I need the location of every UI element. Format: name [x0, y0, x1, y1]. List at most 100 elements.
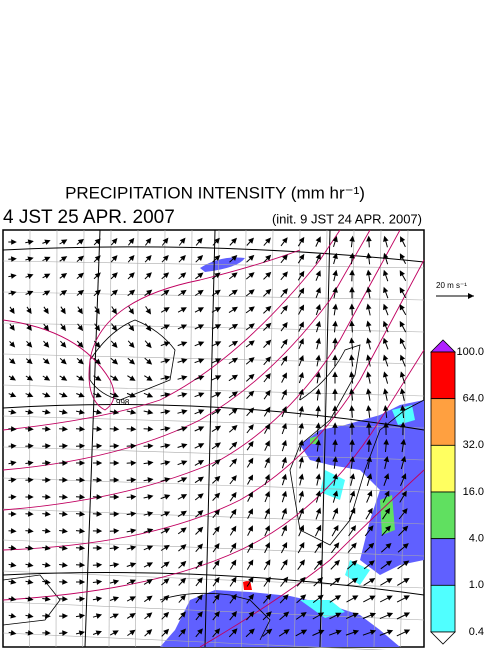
wind-vector: [8, 426, 17, 432]
wind-vector: [194, 375, 205, 381]
wind-vector: [8, 256, 17, 262]
wind-vector: [383, 235, 389, 248]
wind-vector: [245, 289, 255, 297]
wind-vector: [399, 354, 406, 367]
wind-vector: [315, 490, 322, 503]
wind-vector: [177, 375, 188, 381]
wind-vector: [59, 528, 68, 534]
wind-vector: [59, 273, 68, 279]
wind-vector: [229, 576, 237, 587]
wind-vector: [43, 323, 49, 332]
wind-vector: [246, 611, 255, 621]
wind-vector: [143, 562, 153, 568]
wind-vector: [110, 289, 118, 297]
wind-vector: [298, 388, 304, 401]
wind-vector: [92, 477, 103, 483]
wind-vector: [109, 392, 119, 398]
wind-vector: [93, 392, 102, 398]
wind-vector: [76, 340, 84, 348]
wind-vector: [228, 424, 238, 433]
wind-vector: [263, 356, 272, 366]
wind-vector: [246, 407, 255, 417]
wind-vector: [144, 595, 153, 603]
wind-vector: [332, 507, 339, 520]
wind-vector: [346, 577, 359, 587]
wind-vector: [383, 404, 389, 418]
wind-vector: [366, 269, 372, 282]
wind-vector: [229, 611, 237, 621]
wind-vector: [8, 375, 16, 381]
wind-vector: [212, 559, 220, 570]
wind-vector: [178, 237, 186, 246]
wind-vector: [315, 270, 321, 281]
colorbar-label: 100.0: [456, 346, 484, 358]
wind-vector: [177, 494, 188, 500]
wind-vector: [281, 456, 287, 469]
wind-vector: [42, 460, 51, 466]
wind-vector: [264, 507, 270, 520]
wind-vector: [143, 460, 154, 466]
wind-vector: [315, 507, 322, 520]
graticule-line: [267, 229, 274, 648]
wind-vector: [109, 460, 120, 466]
wind-vector: [229, 559, 237, 570]
wind-vector: [25, 358, 33, 365]
graticule-line: [2, 477, 425, 493]
wind-vector: [298, 405, 304, 418]
wind-vector: [42, 494, 51, 500]
wind-vector: [212, 492, 221, 501]
wind-vector: [42, 630, 51, 636]
wind-vector: [298, 371, 304, 384]
colorbar-swatch: [430, 538, 456, 586]
wind-vector: [194, 476, 204, 484]
wind-vector: [128, 237, 135, 246]
wind-vector: [178, 254, 186, 263]
colorbar-label: 16.0: [463, 486, 484, 498]
colorbar-label: 32.0: [463, 439, 484, 451]
wind-vector: [8, 443, 17, 449]
wind-vector: [110, 340, 118, 348]
wind-vector: [178, 560, 187, 569]
wind-vector: [59, 426, 69, 432]
wind-vector: [332, 456, 338, 469]
wind-vector: [380, 560, 393, 570]
wind-vector: [399, 270, 407, 282]
wind-vector: [315, 337, 321, 350]
wind-vector: [93, 238, 101, 246]
wind-vector: [329, 612, 342, 620]
wind-vector: [25, 443, 34, 449]
colorbar-swatch: [430, 491, 456, 540]
wind-vector: [109, 613, 119, 619]
wind-vector: [366, 371, 372, 384]
wind-vector: [177, 341, 188, 347]
wind-vector: [399, 490, 407, 503]
wind-vector: [366, 252, 372, 265]
wind-vector: [76, 238, 84, 245]
wind-vector: [228, 272, 238, 280]
wind-vector: [212, 593, 220, 604]
wind-vector: [246, 237, 254, 246]
wind-vector: [297, 270, 305, 281]
wind-vector: [228, 391, 238, 399]
wind-vector: [229, 237, 237, 246]
colorbar-over: [430, 339, 456, 353]
wind-vector: [126, 528, 137, 534]
colorbar-swatch: [430, 444, 456, 493]
wind-vector: [8, 511, 17, 517]
wind-vector: [25, 511, 34, 517]
wind-vector: [194, 409, 205, 415]
graticule-line: [2, 632, 387, 650]
wind-vector: [383, 438, 389, 453]
wind-vector: [126, 443, 137, 449]
wind-vector: [93, 272, 101, 280]
wind-vector: [247, 508, 253, 519]
wind-vector: [42, 256, 51, 262]
wind-vector: [25, 426, 34, 432]
wind-vector: [42, 443, 51, 449]
wind-vector: [315, 253, 321, 264]
wind-vector: [25, 528, 34, 534]
wind-vector: [366, 320, 372, 333]
wind-vector: [298, 355, 304, 367]
isobar: [2, 229, 371, 471]
